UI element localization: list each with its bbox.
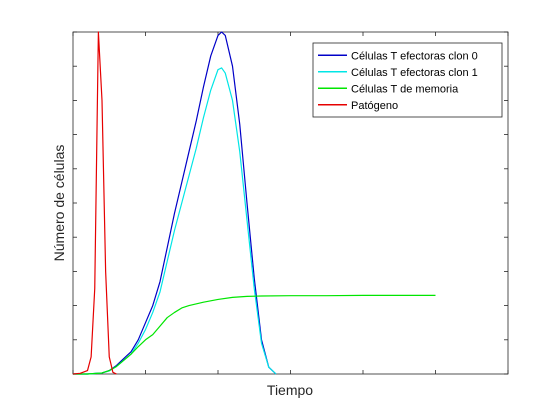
legend: Células T efectoras clon 0 Células T efec… — [312, 42, 503, 118]
axis-ticks — [72, 31, 509, 375]
series-line-2 — [73, 294, 436, 375]
y-axis-label: Número de células — [51, 145, 67, 262]
legend-label-0: Células T efectoras clon 0 — [351, 50, 478, 62]
series-line-3 — [72, 31, 117, 375]
series-layer — [72, 31, 436, 375]
legend-label-3: Patógeno — [351, 100, 398, 112]
legend-label-1: Células T efectoras clon 1 — [351, 67, 478, 79]
series-line-0 — [73, 31, 277, 375]
x-axis-label: Tiempo — [267, 382, 313, 398]
legend-label-2: Células T de memoria — [351, 83, 459, 95]
